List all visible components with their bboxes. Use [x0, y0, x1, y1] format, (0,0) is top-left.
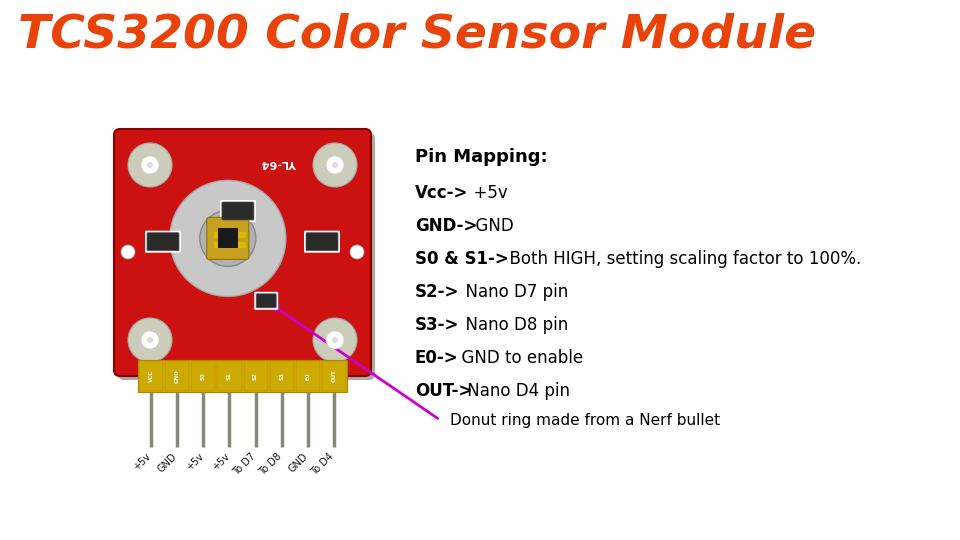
FancyBboxPatch shape	[222, 202, 253, 220]
Circle shape	[350, 245, 364, 259]
Text: OUT: OUT	[331, 369, 336, 382]
Circle shape	[200, 211, 255, 266]
FancyBboxPatch shape	[118, 133, 375, 380]
Circle shape	[141, 156, 159, 174]
Text: VCC: VCC	[149, 370, 154, 382]
Bar	[238, 242, 246, 248]
Text: E0: E0	[305, 372, 310, 380]
Text: +5v: +5v	[132, 451, 153, 472]
FancyBboxPatch shape	[256, 294, 276, 308]
Bar	[139, 361, 163, 391]
FancyBboxPatch shape	[145, 231, 181, 253]
Text: GND to enable: GND to enable	[451, 349, 583, 367]
Text: S0 & S1->: S0 & S1->	[415, 250, 509, 268]
Text: OUT->: OUT->	[415, 382, 472, 400]
Bar	[218, 228, 238, 248]
Text: GND: GND	[156, 451, 180, 474]
Circle shape	[147, 162, 153, 168]
Circle shape	[313, 318, 357, 362]
Text: Nano D8 pin: Nano D8 pin	[455, 316, 568, 334]
Bar	[138, 360, 347, 392]
Text: GND: GND	[175, 369, 180, 383]
Text: To D8: To D8	[257, 451, 284, 477]
Circle shape	[141, 331, 159, 349]
Circle shape	[128, 318, 172, 362]
Circle shape	[326, 156, 344, 174]
Text: +5v: +5v	[210, 451, 231, 472]
Text: To D4: To D4	[310, 451, 336, 477]
FancyBboxPatch shape	[114, 129, 371, 376]
Text: TCS3200 Color Sensor Module: TCS3200 Color Sensor Module	[18, 12, 816, 57]
Bar	[165, 361, 189, 391]
FancyBboxPatch shape	[147, 233, 179, 251]
Bar	[244, 361, 268, 391]
Text: Donut ring made from a Nerf bullet: Donut ring made from a Nerf bullet	[450, 413, 720, 428]
Bar	[191, 361, 215, 391]
Text: S3: S3	[279, 372, 284, 380]
Circle shape	[128, 143, 172, 187]
FancyBboxPatch shape	[304, 231, 340, 253]
Text: To D7: To D7	[231, 451, 257, 477]
Text: E0->: E0->	[415, 349, 459, 367]
Text: GND->: GND->	[415, 217, 477, 235]
Text: Both HIGH, setting scaling factor to 100%.: Both HIGH, setting scaling factor to 100…	[499, 250, 861, 268]
Bar	[217, 361, 242, 391]
Text: +5v: +5v	[184, 451, 205, 472]
Circle shape	[326, 331, 344, 349]
Text: Nano D7 pin: Nano D7 pin	[455, 283, 568, 301]
Bar	[226, 232, 234, 238]
FancyBboxPatch shape	[220, 200, 256, 222]
Text: YL-64: YL-64	[261, 158, 297, 168]
Text: S3->: S3->	[415, 316, 460, 334]
FancyBboxPatch shape	[206, 218, 249, 259]
Circle shape	[170, 180, 286, 296]
Bar	[226, 242, 234, 248]
Bar	[214, 232, 222, 238]
Text: Vcc->: Vcc->	[415, 184, 468, 202]
Circle shape	[332, 337, 338, 343]
Bar	[214, 242, 222, 248]
Text: GND: GND	[287, 451, 310, 474]
FancyBboxPatch shape	[306, 233, 338, 251]
Text: Nano D4 pin: Nano D4 pin	[462, 382, 570, 400]
Text: Pin Mapping:: Pin Mapping:	[415, 148, 547, 166]
Circle shape	[121, 245, 135, 259]
Bar	[296, 361, 320, 391]
Text: S2: S2	[253, 372, 258, 380]
Bar	[270, 361, 294, 391]
FancyBboxPatch shape	[254, 292, 278, 310]
Text: GND: GND	[465, 217, 514, 235]
Text: S2->: S2->	[415, 283, 460, 301]
Text: +5v: +5v	[463, 184, 508, 202]
Text: S1: S1	[227, 372, 232, 380]
Bar	[322, 361, 346, 391]
Circle shape	[147, 337, 153, 343]
Circle shape	[313, 143, 357, 187]
Circle shape	[332, 162, 338, 168]
Bar	[238, 232, 246, 238]
Text: S0: S0	[201, 372, 205, 380]
